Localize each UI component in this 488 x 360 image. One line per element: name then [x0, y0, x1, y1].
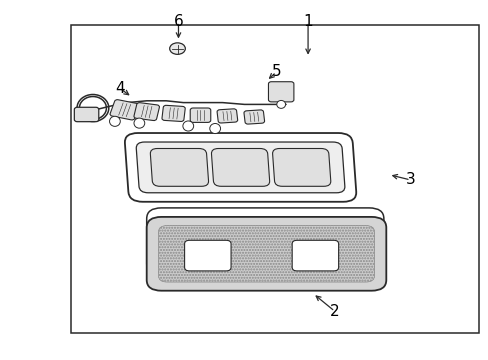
FancyBboxPatch shape	[110, 100, 139, 120]
FancyBboxPatch shape	[146, 208, 383, 275]
Ellipse shape	[134, 118, 144, 128]
FancyBboxPatch shape	[150, 148, 208, 186]
Ellipse shape	[209, 123, 220, 134]
FancyBboxPatch shape	[184, 240, 231, 271]
FancyBboxPatch shape	[74, 107, 99, 122]
Ellipse shape	[276, 100, 285, 108]
Text: 6: 6	[173, 14, 183, 29]
Text: 3: 3	[405, 172, 415, 188]
FancyBboxPatch shape	[190, 108, 210, 122]
FancyBboxPatch shape	[146, 217, 386, 291]
Text: 5: 5	[271, 64, 281, 80]
FancyBboxPatch shape	[134, 103, 159, 121]
FancyBboxPatch shape	[136, 142, 344, 193]
FancyBboxPatch shape	[268, 82, 293, 102]
FancyBboxPatch shape	[292, 240, 338, 271]
FancyBboxPatch shape	[217, 109, 237, 123]
Text: 2: 2	[329, 304, 339, 319]
FancyBboxPatch shape	[162, 105, 185, 121]
FancyBboxPatch shape	[272, 148, 330, 186]
Circle shape	[169, 43, 185, 54]
Text: 1: 1	[303, 14, 312, 29]
Ellipse shape	[109, 116, 120, 126]
Bar	[71, 25, 478, 333]
FancyBboxPatch shape	[244, 110, 264, 124]
FancyBboxPatch shape	[124, 133, 356, 202]
FancyBboxPatch shape	[158, 225, 374, 282]
Ellipse shape	[183, 121, 193, 131]
FancyBboxPatch shape	[211, 148, 269, 186]
Text: 4: 4	[115, 81, 124, 96]
